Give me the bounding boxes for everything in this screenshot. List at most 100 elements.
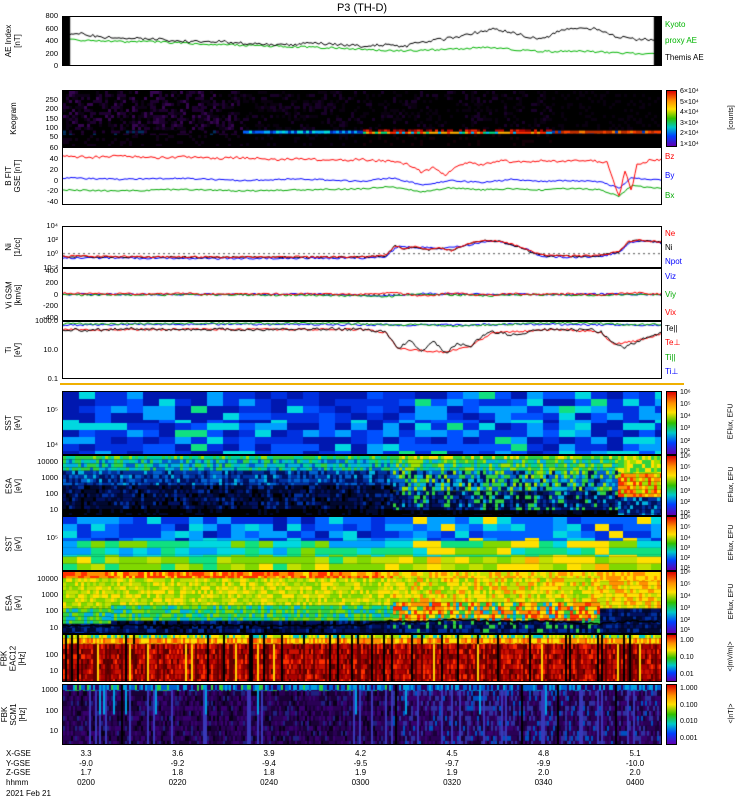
xaxis-value: -9.9 bbox=[536, 758, 551, 768]
esa_electron-colorbar bbox=[666, 571, 677, 634]
fbk_scm1-ytick-label: 10 bbox=[49, 725, 58, 735]
sst-ion-canvas bbox=[63, 392, 661, 454]
panel-sst-electron-spectrogram bbox=[62, 516, 662, 571]
keogram-ytick-label: 200 bbox=[45, 103, 58, 113]
esa_electron-colorbar-tick: 10⁵ bbox=[680, 580, 691, 588]
xaxis-row-label-y-gse: Y-GSE bbox=[6, 758, 31, 768]
keogram-colorbar-tick: 1×10⁴ bbox=[680, 140, 699, 148]
ae-legend-item: Themis AE bbox=[665, 53, 704, 63]
esa_electron-colorbar-tick: 10⁴ bbox=[680, 592, 691, 600]
bfield-ytick-label: 40 bbox=[49, 153, 58, 163]
ion-velocity-canvas bbox=[63, 269, 661, 320]
fbk_eac12-colorbar bbox=[666, 634, 677, 682]
fbk_scm1-colorbar-tick: 0.001 bbox=[680, 734, 698, 742]
xaxis-value: 1.9 bbox=[446, 768, 458, 777]
date-label: 2021 Feb 21 bbox=[6, 789, 51, 798]
panel-esa-electron-spectrogram bbox=[62, 571, 662, 634]
xaxis-value: 0220 bbox=[168, 777, 187, 787]
ae-ytick-label: 800 bbox=[45, 11, 58, 20]
fbk_eac12-colorbar-unit: <|mV/m|> bbox=[727, 641, 735, 672]
bfield-ytick-label: -20 bbox=[47, 186, 58, 196]
keogram-canvas bbox=[63, 91, 661, 146]
ae-ytick-label: 0 bbox=[53, 61, 58, 70]
keogram-ytick-label: 50 bbox=[49, 132, 58, 142]
esa_electron-ytick-label: 1000 bbox=[41, 589, 58, 599]
esa_ion-ytick-label: 100 bbox=[45, 489, 58, 499]
esa_ion-colorbar-tick: 10³ bbox=[680, 487, 691, 495]
sst-electron-canvas bbox=[63, 517, 661, 570]
bfield-ytick-label: 20 bbox=[49, 164, 58, 174]
fbk_eac12-colorbar-tick: 1.00 bbox=[680, 637, 694, 645]
b-field-canvas bbox=[63, 148, 661, 204]
ae-legend-item: proxy AE bbox=[665, 36, 698, 46]
density-ytick-label: 10⁴ bbox=[46, 221, 58, 230]
xaxis-row-label-hhmm: hhmm bbox=[6, 777, 29, 787]
fbk-scm1-canvas bbox=[63, 685, 661, 744]
esa_ion-colorbar-tick: 10⁵ bbox=[680, 464, 691, 472]
temperature-canvas bbox=[63, 322, 661, 378]
esa-ion-canvas bbox=[63, 456, 661, 515]
fbk_scm1-ytick-label: 100 bbox=[45, 705, 58, 715]
esa_ion-ytick-label: 10 bbox=[49, 504, 58, 514]
temperature-legend-item: Ti⊥ bbox=[665, 367, 679, 377]
keogram-colorbar-tick: 4×10⁴ bbox=[680, 109, 699, 117]
xaxis-value: 2.0 bbox=[629, 768, 641, 777]
xaxis-value: 5.1 bbox=[629, 749, 641, 758]
keogram-ytick-label: 250 bbox=[45, 94, 58, 104]
bfield-legend-item: Bz bbox=[665, 152, 675, 162]
sst_ion-colorbar bbox=[666, 391, 677, 455]
xaxis-value: 1.8 bbox=[171, 768, 184, 777]
panel-sst-ion-spectrogram bbox=[62, 391, 662, 455]
fbk_eac12-ytick-label: 100 bbox=[45, 650, 58, 660]
esa_ion-colorbar-tick: 10⁴ bbox=[680, 476, 691, 483]
xaxis-value: 4.5 bbox=[446, 749, 458, 758]
sst_electron-colorbar-tick: 10¹ bbox=[680, 564, 691, 572]
panel-esa-ion-spectrogram bbox=[62, 455, 662, 516]
sst_electron-colorbar-tick: 10⁶ bbox=[680, 513, 691, 521]
density-legend-item: Ne bbox=[665, 228, 676, 238]
sst_ion-colorbar-tick: 10⁶ bbox=[680, 388, 691, 396]
xaxis-value: 0400 bbox=[626, 777, 644, 787]
sst_electron-colorbar-tick: 10⁵ bbox=[680, 524, 691, 532]
sst_ion-colorbar-tick: 10¹ bbox=[680, 448, 691, 456]
ae-index-canvas bbox=[63, 17, 661, 65]
xaxis-value: 0200 bbox=[77, 777, 95, 787]
esa_electron-colorbar-tick: 10⁶ bbox=[680, 568, 691, 576]
bfield-ytick-label: 0 bbox=[53, 175, 58, 185]
sst_electron-colorbar-tick: 10³ bbox=[680, 545, 691, 552]
fbk_scm1-ytick-label: 1000 bbox=[41, 685, 58, 695]
xaxis-value: 2.0 bbox=[537, 768, 550, 777]
sst_electron-axis-label: SST [eV] bbox=[4, 535, 22, 552]
density-axis-label: Ni [1/cc] bbox=[4, 237, 22, 257]
xaxis-value: 4.8 bbox=[537, 749, 550, 758]
esa_electron-colorbar-tick: 10² bbox=[680, 616, 691, 624]
sst_ion-colorbar-tick: 10⁵ bbox=[680, 401, 691, 409]
xaxis-value: 0320 bbox=[443, 777, 461, 787]
bfield-legend-item: Bx bbox=[665, 190, 675, 200]
xaxis-value: 1.9 bbox=[354, 768, 367, 777]
velocity-legend-item: Viz bbox=[665, 272, 676, 282]
bfield-legend-item: By bbox=[665, 171, 675, 181]
ae-ytick-label: 400 bbox=[45, 36, 58, 45]
velocity-ytick-label: -400 bbox=[42, 313, 58, 323]
density-legend-item: Npot bbox=[665, 256, 682, 266]
temperature-ytick-label: 10.0 bbox=[43, 345, 58, 354]
esa_ion-colorbar bbox=[666, 455, 677, 516]
esa-electron-canvas bbox=[63, 572, 661, 633]
xaxis-row-label-z-gse: Z-GSE bbox=[6, 768, 31, 777]
fbk_scm1-colorbar-tick: 0.010 bbox=[680, 718, 698, 726]
fbk_scm1-colorbar-tick: 1.000 bbox=[680, 684, 698, 692]
esa_ion-colorbar-unit: EFlux, EFU bbox=[727, 466, 735, 502]
keogram-ytick-label: 150 bbox=[45, 113, 58, 123]
fbk-eac12-canvas bbox=[63, 635, 661, 681]
density-ytick-label: 10⁰ bbox=[46, 249, 58, 258]
sst_electron-colorbar bbox=[666, 516, 677, 571]
sst_electron-colorbar-tick: 10⁴ bbox=[680, 534, 691, 542]
fbk_eac12-colorbar-tick: 0.01 bbox=[680, 670, 694, 678]
velocity-ytick-label: 200 bbox=[45, 277, 58, 287]
xaxis-value: 1.7 bbox=[80, 768, 92, 777]
ae-legend-item: Kyoto bbox=[665, 19, 686, 29]
xaxis-value: 3.6 bbox=[171, 749, 184, 758]
esa_ion-colorbar-tick: 10² bbox=[680, 499, 691, 507]
